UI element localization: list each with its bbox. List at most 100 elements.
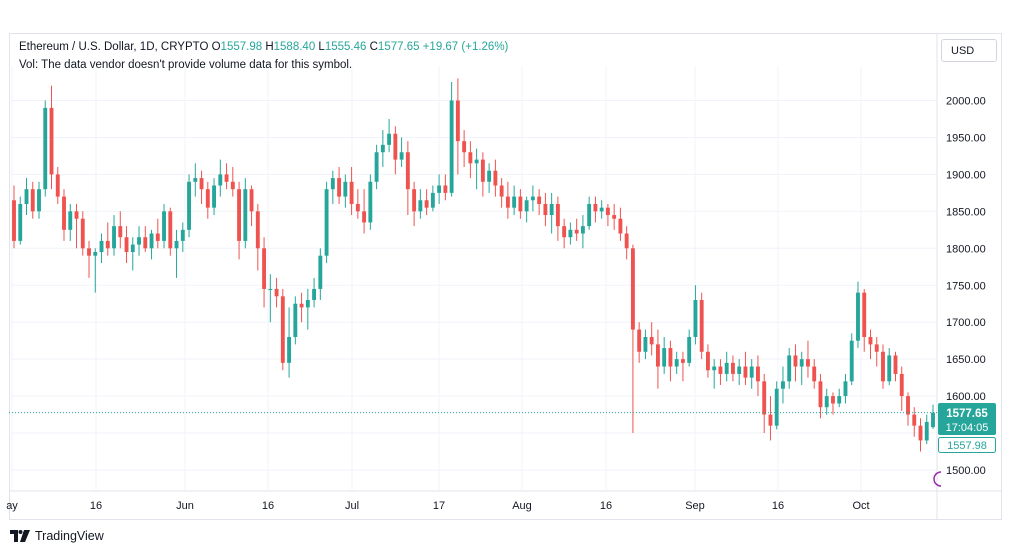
candle-body [931, 412, 935, 428]
candle-body [362, 211, 367, 223]
candle-body [487, 170, 492, 182]
candle-body [343, 181, 348, 197]
x-tick-label: 16 [600, 500, 612, 512]
candle-body [612, 215, 617, 219]
candle-body [887, 355, 892, 382]
candle-body [374, 152, 379, 182]
candle-body [324, 189, 329, 256]
candle-body [599, 207, 604, 212]
candle-body [74, 211, 79, 219]
candle-body [593, 203, 598, 212]
candle-body [43, 107, 48, 190]
tradingview-brand[interactable]: TradingView [10, 529, 104, 543]
candle-body [68, 211, 73, 230]
candle-body [412, 189, 417, 212]
high-label: H [265, 41, 274, 53]
x-tick-label: 17 [433, 500, 445, 512]
candle-body [380, 144, 385, 153]
low-label: L [318, 41, 325, 53]
candle-body [180, 229, 185, 241]
candle-body [18, 203, 23, 241]
candle-body [693, 300, 698, 337]
candle-body [287, 336, 292, 363]
candle-body [187, 181, 191, 230]
candle-body [55, 174, 60, 197]
candle-body [906, 396, 910, 415]
candle-body [712, 366, 717, 371]
candle-body [868, 336, 873, 345]
candle-body [462, 141, 467, 153]
candle-body [318, 255, 323, 289]
volume-note: Vol: The data vendor doesn't provide vol… [19, 59, 353, 71]
candle-body [781, 381, 785, 389]
candle-body [849, 340, 854, 382]
candle-body [812, 366, 817, 382]
candle-body [387, 133, 392, 145]
x-tick-label: Oct [852, 500, 869, 512]
candle-body [474, 159, 479, 164]
candle-body [218, 174, 223, 186]
candle-body [874, 344, 879, 352]
candle-body [543, 203, 548, 216]
y-tick-label: 1950.00 [946, 132, 986, 144]
x-tick-label: Jul [345, 500, 359, 512]
candle-body [205, 189, 210, 208]
candle-body [518, 196, 523, 212]
currency-button[interactable]: USD [941, 39, 997, 62]
candle-body [62, 196, 66, 230]
close-value: 1577.65 [377, 41, 420, 53]
candle-body [574, 229, 579, 234]
candle-body [587, 203, 592, 227]
x-tick-label: Sep [685, 500, 705, 512]
y-tick-label: 2000.00 [946, 96, 986, 108]
x-tick-label: 16 [262, 500, 274, 512]
candle-body [824, 396, 829, 408]
candle-body [837, 396, 842, 404]
candle-body [731, 362, 735, 374]
candle-body [143, 237, 148, 249]
candle-body [718, 366, 723, 374]
event-marker-icon[interactable] [933, 471, 942, 487]
close-label: C [369, 41, 378, 53]
candle-body [643, 336, 648, 352]
candle-body [699, 300, 704, 352]
candle-body [793, 355, 798, 367]
candlestick-chart[interactable]: 2000.00 1950.00 1900.00 1850.00 1800.00 1750.… [0, 0, 1012, 520]
candle-body [924, 421, 929, 441]
candle-body [12, 200, 16, 241]
candle-body [124, 237, 129, 252]
change-value: +19.67 (+1.26%) [422, 41, 509, 53]
price-badge-countdown: 17:04:05 [946, 422, 989, 434]
candle-body [662, 348, 667, 367]
candle-body [368, 181, 373, 223]
candle-body [455, 100, 460, 142]
candle-body [405, 152, 410, 190]
tradingview-logo-icon [10, 530, 30, 542]
open-label: O [211, 41, 221, 53]
candle-body [155, 233, 160, 241]
candle-body [168, 211, 173, 249]
candle-body [312, 288, 317, 301]
candle-body [493, 170, 498, 186]
candle-body [130, 244, 135, 252]
candle-body [87, 248, 91, 256]
y-tick-label: 1500.00 [946, 465, 986, 477]
candle-body [787, 355, 792, 382]
candle-body [605, 207, 610, 216]
candle-body [630, 248, 635, 330]
candle-body [449, 100, 454, 193]
candle-body [555, 203, 560, 227]
candle-body [299, 303, 304, 308]
x-tick-label: Jun [176, 500, 194, 512]
candle-body [30, 189, 35, 212]
candle-body [674, 359, 679, 367]
candle-body [568, 229, 573, 238]
candle-body [112, 226, 116, 249]
candle-body [649, 336, 654, 345]
chart-frame[interactable] [9, 33, 1002, 520]
candle-body [537, 196, 542, 204]
candle-body [212, 185, 216, 208]
candle-body [393, 133, 398, 160]
x-tick-label: ay [6, 500, 18, 512]
candle-body [749, 366, 754, 378]
